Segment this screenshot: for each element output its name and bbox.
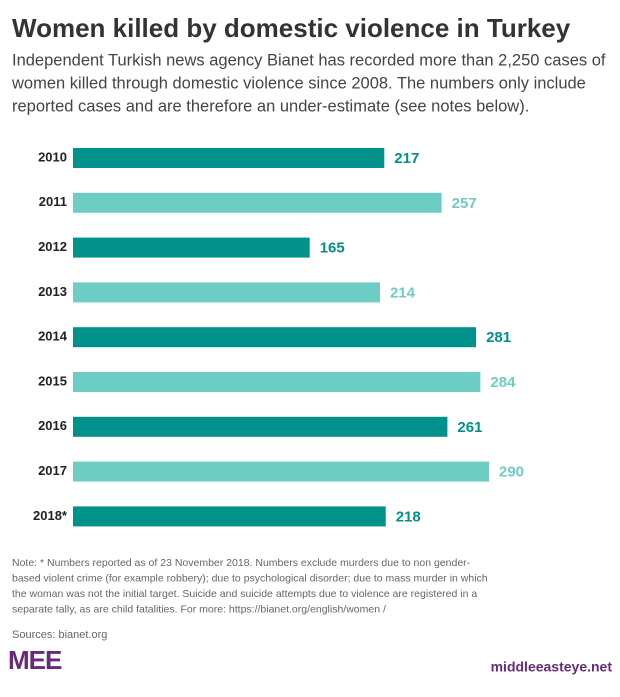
y-tick-label: 2018* [33, 508, 68, 523]
bar [73, 237, 310, 258]
bar [73, 506, 386, 527]
note-line: based violent crime (for example robbery… [12, 572, 488, 584]
subtitle-line: women killed through domestic violence s… [11, 74, 586, 92]
note-line: the woman was not the initial target. Su… [12, 588, 477, 600]
y-tick-label: 2012 [38, 239, 67, 254]
value-label: 284 [490, 374, 516, 391]
value-label: 217 [394, 150, 419, 167]
value-label: 165 [320, 240, 345, 257]
value-label: 281 [486, 329, 511, 346]
subtitle-line: Independent Turkish news agency Bianet h… [12, 51, 606, 69]
y-tick-label: 2015 [38, 373, 67, 388]
y-tick-label: 2013 [38, 284, 67, 299]
value-label: 218 [396, 508, 421, 525]
bar [73, 416, 448, 437]
subtitle-line: reported cases and are therefore an unde… [12, 97, 529, 115]
value-label: 290 [499, 464, 524, 481]
bar [73, 192, 442, 213]
logo: MEE [8, 645, 62, 675]
y-tick-label: 2011 [39, 194, 67, 209]
bar [73, 148, 385, 168]
source: Sources: bianet.org [12, 629, 107, 641]
bar [73, 327, 477, 348]
website: middleeasteye.net [491, 659, 613, 675]
chart-title: Women killed by domestic violence in Tur… [12, 13, 571, 43]
bar [73, 372, 481, 392]
y-tick-label: 2016 [38, 418, 67, 433]
y-tick-label: 2017 [38, 463, 67, 478]
note-line: separate tally, as are child fatalities.… [12, 603, 386, 615]
bar [73, 282, 380, 303]
y-tick-label: 2010 [38, 149, 67, 164]
y-tick-label: 2014 [38, 329, 68, 344]
value-label: 214 [390, 284, 416, 301]
bar [73, 461, 489, 482]
note-line: Note: * Numbers reported as of 23 Novemb… [12, 557, 471, 569]
value-label: 257 [452, 195, 477, 212]
value-label: 261 [457, 419, 482, 436]
